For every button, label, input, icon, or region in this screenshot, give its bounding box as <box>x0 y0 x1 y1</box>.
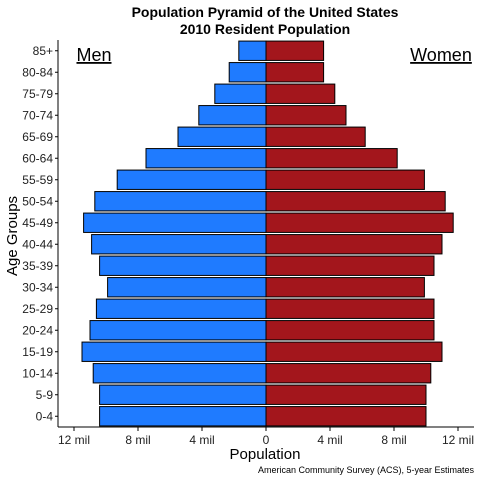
bar-women-60-64 <box>265 148 398 169</box>
bar-men-0-4 <box>99 406 267 427</box>
y-tick-label: 20-24 <box>22 323 53 337</box>
y-tick-label: 5-9 <box>36 388 54 402</box>
women-label: Women <box>410 45 472 65</box>
men-label: Men <box>76 45 111 65</box>
bar-men-40-44 <box>91 234 267 255</box>
x-tick-labels: 12 mil 8 mil 4 mil 0 4 mil 8 mil 12 mil <box>58 427 474 447</box>
y-axis-label: Age Groups <box>4 196 21 276</box>
bar-women-45-49 <box>265 212 454 233</box>
y-tick-label: 60-64 <box>22 151 53 165</box>
bar-women-40-44 <box>265 234 443 255</box>
bar-men-5-9 <box>99 384 267 405</box>
x-tick-label: 8 mil <box>381 433 406 447</box>
bar-women-15-19 <box>265 341 443 362</box>
x-tick-label: 8 mil <box>125 433 150 447</box>
bar-men-45-49 <box>83 212 267 233</box>
chart-subtitle: 2010 Resident Population <box>180 21 350 37</box>
y-tick-label: 15-19 <box>22 345 53 359</box>
y-tick-label: 45-49 <box>22 216 53 230</box>
bar-men-10-14 <box>92 363 267 384</box>
bar-men-85plus <box>238 40 267 61</box>
bar-women-55-59 <box>265 169 425 190</box>
bar-men-25-29 <box>95 298 267 319</box>
bar-women-80-84 <box>265 62 325 83</box>
bars-group <box>81 40 454 427</box>
bar-men-65-69 <box>177 126 267 147</box>
y-tick-label: 85+ <box>33 44 53 58</box>
y-tick-label: 75-79 <box>22 87 53 101</box>
bar-men-20-24 <box>89 320 267 341</box>
y-tick-label: 0-4 <box>36 409 54 423</box>
y-tick-label: 80-84 <box>22 65 53 79</box>
x-tick-label: 4 mil <box>189 433 214 447</box>
bar-men-35-39 <box>99 255 267 276</box>
bar-men-70-74 <box>198 105 267 126</box>
x-tick-label: 12 mil <box>442 433 474 447</box>
y-tick-label: 65-69 <box>22 130 53 144</box>
y-tick-label: 25-29 <box>22 302 53 316</box>
bar-men-75-79 <box>214 83 267 104</box>
chart-title: Population Pyramid of the United States <box>132 4 399 20</box>
y-tick-label: 30-34 <box>22 280 53 294</box>
bar-men-15-19 <box>81 341 267 362</box>
bar-women-35-39 <box>265 255 435 276</box>
y-tick-label: 35-39 <box>22 259 53 273</box>
y-tick-label: 50-54 <box>22 194 53 208</box>
y-tick-label: 40-44 <box>22 237 53 251</box>
bar-women-75-79 <box>265 83 336 104</box>
bar-men-80-84 <box>228 62 267 83</box>
y-tick-label: 70-74 <box>22 108 53 122</box>
bar-women-85plus <box>265 40 325 61</box>
x-tick-label: 0 <box>263 433 270 447</box>
bar-men-55-59 <box>116 169 267 190</box>
bar-men-30-34 <box>107 277 267 298</box>
bar-women-30-34 <box>265 277 425 298</box>
bar-men-50-54 <box>94 191 267 212</box>
y-tick-label: 10-14 <box>22 366 53 380</box>
bar-women-70-74 <box>265 105 347 126</box>
y-tick-labels: 0-4 5-9 10-14 15-19 20-24 25-29 30-34 35-39 40-4… <box>22 44 58 423</box>
x-axis-label: Population <box>230 446 301 463</box>
bar-women-5-9 <box>265 384 427 405</box>
x-tick-label: 12 mil <box>58 433 90 447</box>
bar-women-20-24 <box>265 320 435 341</box>
bar-women-10-14 <box>265 363 432 384</box>
bar-women-50-54 <box>265 191 446 212</box>
bar-women-0-4 <box>265 406 427 427</box>
y-tick-label: 55-59 <box>22 173 53 187</box>
bar-women-25-29 <box>265 298 435 319</box>
bar-men-60-64 <box>145 148 267 169</box>
x-tick-label: 4 mil <box>317 433 342 447</box>
source-caption: American Community Survey (ACS), 5-year … <box>258 465 475 475</box>
bar-women-65-69 <box>265 126 366 147</box>
